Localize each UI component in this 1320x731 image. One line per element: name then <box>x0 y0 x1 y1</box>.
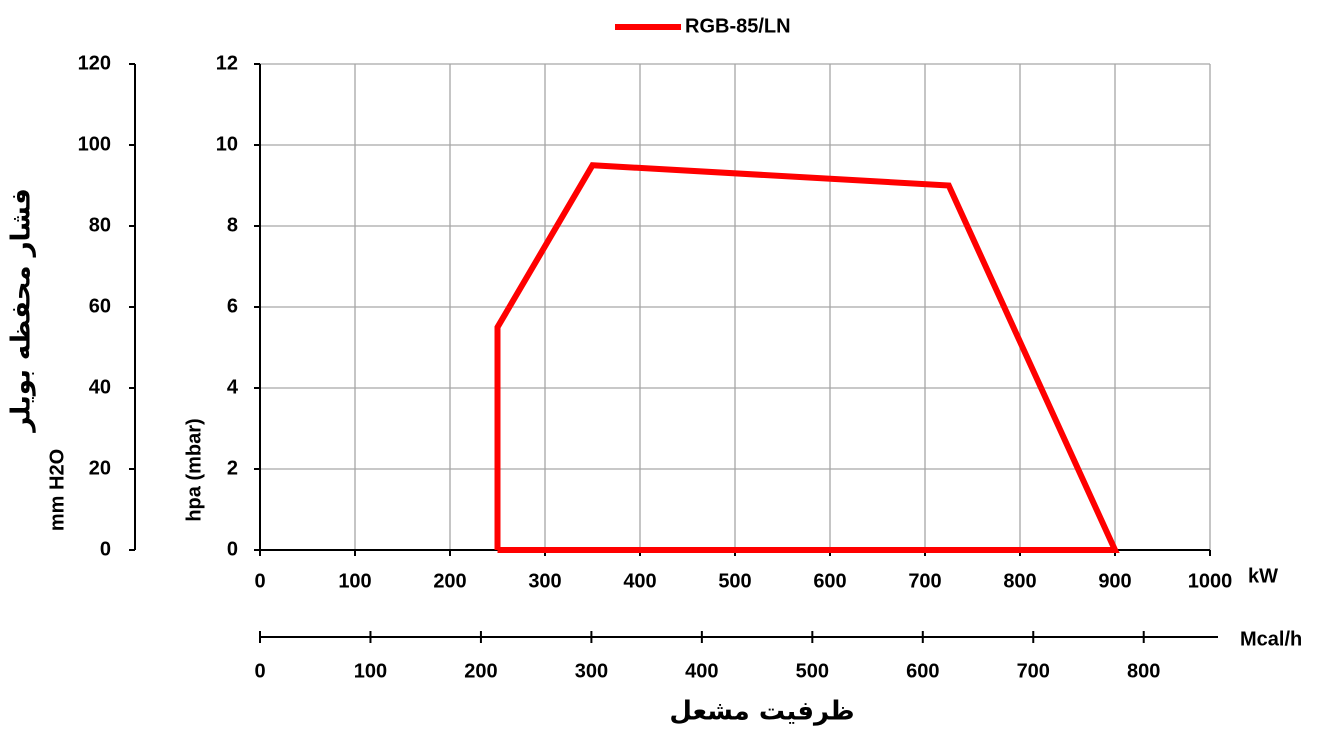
y2-tick-label: 60 <box>89 295 111 317</box>
x2-tick-label: 200 <box>464 660 497 682</box>
x-tick-label: 100 <box>338 570 371 592</box>
y2-tick-label: 100 <box>78 133 111 155</box>
x2-tick-label: 800 <box>1127 660 1160 682</box>
y2-tick-label: 40 <box>89 376 111 398</box>
x-axis-unit: kW <box>1248 565 1278 587</box>
y2-tick-label: 120 <box>78 52 111 74</box>
x-tick-label: 500 <box>718 570 751 592</box>
x2-axis-unit: Mcal/h <box>1240 628 1302 650</box>
series-line <box>494 162 1120 553</box>
x2-tick-label: 300 <box>575 660 608 682</box>
y2-axis-title: mm H2O <box>46 449 68 531</box>
y-tick-label: 12 <box>216 52 238 74</box>
y-tick-label: 6 <box>227 295 238 317</box>
y2-tick-label: 20 <box>89 457 111 479</box>
y-tick-label: 0 <box>227 538 238 560</box>
x-tick-label: 300 <box>528 570 561 592</box>
x-tick-label: 400 <box>623 570 656 592</box>
x-tick-label: 800 <box>1003 570 1036 592</box>
x2-axis-title: ظرفیت مشعل <box>669 697 854 727</box>
y2-axis-caption: فشار محفظه بویلر <box>7 188 37 434</box>
y-tick-label: 10 <box>216 133 238 155</box>
x2-tick-label: 400 <box>685 660 718 682</box>
x-tick-label: 700 <box>908 570 941 592</box>
y-tick-label: 4 <box>227 376 239 398</box>
x-tick-label: 1000 <box>1188 570 1233 592</box>
y-tick-label: 2 <box>227 457 238 479</box>
x-tick-label: 900 <box>1098 570 1131 592</box>
y-tick-label: 8 <box>227 214 238 236</box>
y-axis-title: hpa (mbar) <box>183 418 205 521</box>
x2-tick-label: 700 <box>1017 660 1050 682</box>
x-tick-label: 0 <box>254 570 265 592</box>
x-tick-label: 200 <box>433 570 466 592</box>
x2-tick-label: 0 <box>254 660 265 682</box>
y2-tick-label: 0 <box>100 538 111 560</box>
x-tick-label: 600 <box>813 570 846 592</box>
x2-tick-label: 600 <box>906 660 939 682</box>
y2-tick-label: 80 <box>89 214 111 236</box>
x2-tick-label: 100 <box>354 660 387 682</box>
legend-label: RGB-85/LN <box>685 15 791 37</box>
x2-tick-label: 500 <box>796 660 829 682</box>
